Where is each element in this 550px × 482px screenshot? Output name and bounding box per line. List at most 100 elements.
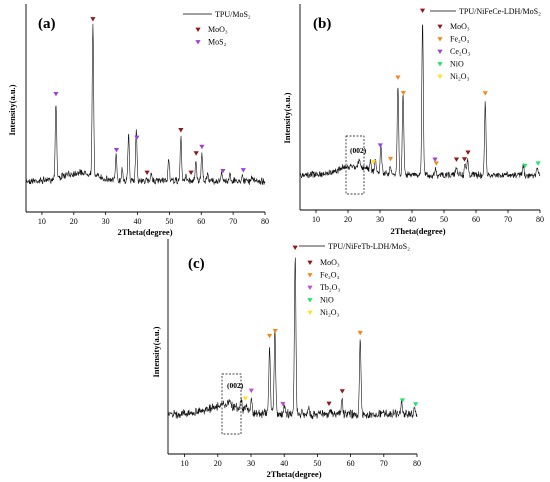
legend-label-b: MoO₃ [450, 22, 470, 31]
legend-label-c: Tb₂O₃ [320, 283, 340, 292]
legend-label-b: Fe₂O₃ [450, 35, 470, 44]
legend-b: MoO₃ Fe₂O₃ Ce₂O₃ NiO Ni₂O₃ [437, 22, 470, 81]
x-tick-label-c: 80 [413, 459, 421, 468]
peak-marker-b [377, 143, 383, 148]
legend-marker-a [195, 40, 201, 45]
ylabel-a: Intensity(a.u.) [7, 84, 17, 135]
legend-marker-b [437, 49, 443, 54]
peak-marker-b [432, 157, 438, 162]
legend-series-a: TPU/MoS₂ [215, 10, 251, 19]
peak-marker-c [248, 388, 254, 394]
peak-marker-a [113, 147, 120, 153]
x-tick-label-b: 30 [376, 215, 384, 224]
peak-marker-a [134, 135, 140, 141]
annotation-002-c: (002) [227, 381, 244, 390]
peak-marker-b [387, 156, 394, 162]
peak-marker-a [193, 151, 199, 156]
peak-marker-b [535, 161, 541, 166]
x-tick-label-a: 30 [102, 217, 110, 226]
legend-label-b: Ni₂O₃ [450, 72, 470, 81]
legend-marker-b [437, 74, 443, 79]
legend-marker-c [307, 298, 313, 303]
legend-label-c: MoO₃ [320, 258, 340, 267]
peak-marker-c [280, 401, 286, 407]
peak-marker-a [220, 169, 226, 174]
peak-marker-a [90, 17, 96, 22]
peak-marker-b [400, 90, 406, 96]
legend-marker-c [307, 273, 313, 278]
peak-marker-b [371, 160, 377, 165]
x-tick-label-c: 40 [280, 459, 288, 468]
x-tick-label-a: 10 [38, 217, 46, 226]
xrd-trace-c [167, 257, 418, 420]
peak-marker-c [357, 330, 363, 336]
xlabel-b: 2Theta(degree) [390, 226, 445, 236]
legend-label-a: MoO₃ [208, 25, 228, 34]
peak-marker-c [292, 245, 298, 250]
peak-marker-b [433, 161, 439, 166]
x-tick-label-c: 10 [181, 459, 189, 468]
x-tick-label-a: 40 [134, 217, 142, 226]
x-tick-label-a: 20 [70, 217, 78, 226]
x-tick-label-c: 20 [214, 459, 222, 468]
peak-marker-b [522, 163, 528, 169]
panel-a: (a) TPU/MoS₂ MoO₃ MoS₂ Intensity(a.u.) 2T… [7, 4, 269, 237]
x-tick-label-a: 70 [229, 217, 237, 226]
peak-marker-c [399, 398, 405, 403]
legend-marker-b [437, 62, 443, 67]
x-tick-label-a: 50 [165, 217, 173, 226]
x-tick-label-c: 50 [313, 459, 321, 468]
peak-marker-a [188, 170, 194, 175]
x-tick-label-b: 70 [504, 215, 512, 224]
x-tick-label-b: 50 [440, 215, 448, 224]
legend-marker-b [437, 24, 443, 29]
xrd-trace-a [25, 23, 266, 186]
peak-marker-c [242, 396, 248, 401]
x-tick-label-c: 70 [380, 459, 388, 468]
annotation-002-b: (002) [350, 146, 367, 155]
legend-label-c: Ni₂O₃ [320, 308, 340, 317]
panel-label-c: (c) [188, 256, 205, 272]
peak-marker-c [326, 401, 332, 407]
legend-label-a: MoS₂ [208, 38, 227, 47]
legend-label-b: Ce₂O₃ [450, 47, 470, 56]
peak-marker-a [53, 92, 59, 97]
peak-marker-b [482, 91, 488, 96]
legend-label-c: NiO [320, 296, 334, 305]
legend-marker-b [437, 37, 443, 42]
peak-marker-c [272, 329, 278, 334]
annotation-box-b [345, 135, 365, 195]
x-tick-label-b: 20 [344, 215, 352, 224]
legend-marker-c [307, 285, 313, 290]
peak-marker-b [465, 150, 471, 155]
peak-marker-c [413, 402, 419, 407]
legend-marker-c [307, 310, 313, 315]
ylabel-b: Intensity(a.u.) [282, 92, 292, 143]
legend-c: MoO₃ Fe₂O₃ Tb₂O₃ NiO Ni₂O₃ [307, 258, 340, 317]
legend-marker-a [195, 27, 201, 32]
x-tick-label-c: 30 [247, 459, 255, 468]
legend-series-c: TPU/NiFeTb-LDH/MoS₂ [328, 242, 410, 251]
x-tick-label-c: 60 [347, 459, 355, 468]
panel-label-b: (b) [313, 16, 331, 32]
ylabel-c: Intensity(a.u.) [151, 326, 161, 377]
xlabel-c: 2Theta(degree) [266, 469, 321, 479]
x-tick-label-b: 60 [472, 215, 480, 224]
peak-marker-a [240, 168, 246, 173]
panel-label-a: (a) [38, 16, 56, 32]
peak-marker-a [178, 128, 184, 133]
peak-marker-c [339, 389, 345, 394]
x-tick-label-b: 10 [312, 215, 320, 224]
peak-marker-c [266, 333, 273, 339]
panel-c: (c) TPU/NiFeTb-LDH/MoS₂ MoO₃ Fe₂O₃ Tb₂O₃ Ni… [151, 239, 421, 479]
peak-marker-a [199, 144, 205, 150]
legend-label-b: NiO [450, 60, 464, 69]
legend-marker-c [307, 260, 313, 265]
peak-marker-b [419, 8, 426, 13]
peak-marker-b [461, 157, 468, 162]
xrd-trace-b [299, 24, 541, 180]
peak-marker-b [453, 157, 460, 162]
xlabel-a: 2Theta(degree) [117, 227, 172, 237]
legend-series-b: TPU/NiFeCe-LDH/MoS₂ [459, 7, 541, 16]
x-tick-label-a: 80 [261, 217, 269, 226]
